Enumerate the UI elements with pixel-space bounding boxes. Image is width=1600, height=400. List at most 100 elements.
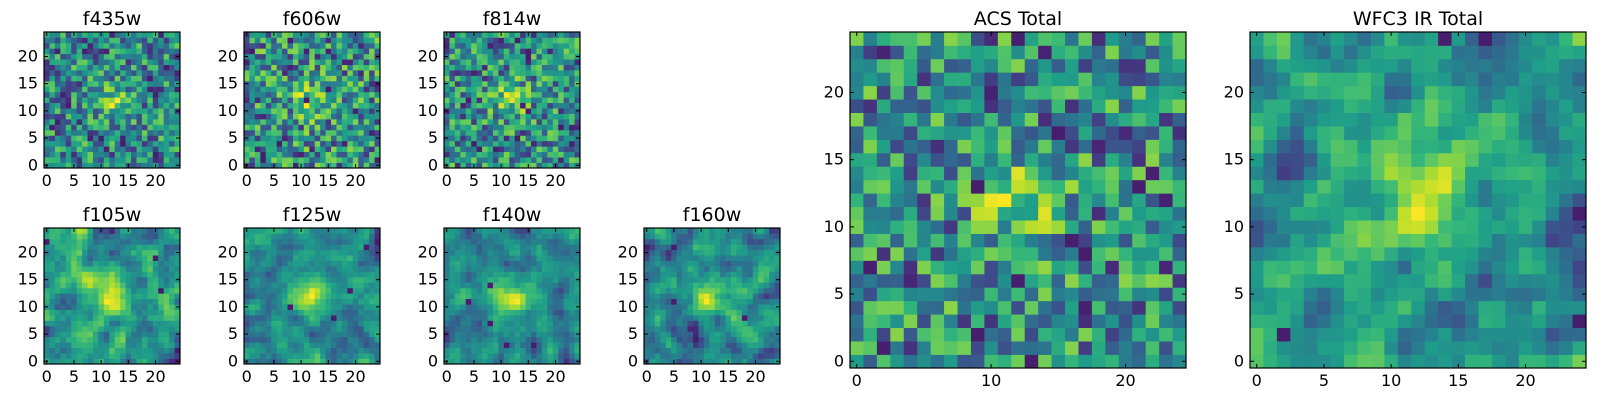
heatmap-cell [103, 97, 110, 104]
heatmap-cell [444, 59, 450, 65]
heatmap-cell [536, 97, 543, 104]
heatmap-cell [731, 325, 737, 332]
heatmap-cell [82, 347, 88, 354]
heatmap-cell [1159, 260, 1173, 275]
heatmap-cell [103, 59, 110, 65]
heatmap-cell [649, 342, 656, 349]
heatmap-cell [460, 102, 467, 109]
plot-frame [443, 31, 581, 169]
heatmap-cell [514, 320, 521, 327]
heatmap-cell [249, 59, 256, 65]
heatmap-cell [476, 276, 483, 283]
heatmap-cell [957, 247, 972, 261]
heatmap-cell [125, 255, 132, 261]
heatmap-cell [492, 325, 499, 332]
y-tick-label: 5 [428, 324, 438, 343]
heatmap-cell [109, 70, 116, 76]
heatmap-cell [890, 233, 905, 248]
heatmap-cell [174, 70, 181, 76]
heatmap-cell [471, 293, 477, 300]
heatmap-cell [71, 315, 77, 321]
heatmap-cell [498, 80, 505, 87]
heatmap-cell [92, 260, 99, 267]
heatmap-cell [282, 53, 288, 60]
heatmap-cell [163, 238, 170, 245]
heatmap-cell [503, 59, 510, 65]
heatmap-cell [287, 276, 294, 283]
heatmap-cell [531, 309, 537, 316]
heatmap-cell [109, 233, 116, 240]
heatmap-cell [957, 314, 972, 329]
heatmap-cell [271, 113, 277, 120]
heatmap-cell [314, 260, 321, 267]
heatmap-cell [703, 304, 710, 310]
heatmap-cell [282, 157, 288, 163]
heatmap-cell [487, 244, 494, 251]
heatmap-cell [654, 260, 661, 267]
heatmap-cell [725, 320, 732, 327]
heatmap-cell [98, 266, 105, 272]
heatmap-cell [271, 124, 277, 131]
heatmap-cell [120, 37, 126, 44]
heatmap-cell [244, 102, 250, 109]
heatmap-cell [482, 97, 488, 104]
heatmap-cell [769, 293, 775, 300]
heatmap-cell [552, 48, 559, 55]
heatmap-cell [725, 309, 732, 316]
heatmap-cell [509, 53, 516, 60]
heatmap-cell [492, 119, 499, 125]
heatmap-cell [369, 162, 375, 169]
heatmap-cell [514, 59, 521, 65]
heatmap-cell [158, 249, 165, 256]
heatmap-cell [509, 32, 516, 38]
heatmap-cell [325, 140, 332, 147]
heatmap-cell [1118, 354, 1133, 369]
heatmap-cell [276, 162, 283, 169]
heatmap-cell [774, 298, 781, 305]
heatmap-cell [303, 124, 310, 131]
heatmap-cell [698, 282, 705, 289]
heatmap-cell [547, 80, 554, 87]
heatmap-cell [1065, 300, 1079, 315]
heatmap-cell [1078, 287, 1093, 302]
heatmap-cell [747, 304, 754, 310]
heatmap-cell [114, 233, 121, 240]
heatmap-cell [147, 331, 154, 338]
heatmap-cell [503, 151, 510, 158]
heatmap-cell [109, 347, 116, 354]
heatmap-cell [265, 331, 272, 338]
heatmap-cell [671, 271, 677, 278]
heatmap-cell [136, 282, 143, 289]
heatmap-cell [476, 244, 483, 251]
heatmap-cell [76, 276, 83, 283]
heatmap-cell [352, 325, 359, 332]
heatmap-cell [163, 124, 170, 131]
heatmap-cell [82, 102, 88, 109]
heatmap-cell [687, 331, 694, 338]
heatmap-cell [541, 304, 548, 310]
heatmap-cell [109, 151, 116, 158]
heatmap-cell [141, 244, 148, 251]
heatmap-cell [87, 336, 94, 343]
heatmap-cell [654, 233, 661, 240]
heatmap-cell [276, 271, 283, 278]
heatmap-cell [98, 129, 105, 136]
heatmap-cell [363, 228, 370, 234]
heatmap-cell [676, 336, 683, 343]
heatmap-cell [563, 151, 570, 158]
heatmap-cell [850, 354, 864, 369]
heatmap-cell [460, 70, 467, 76]
heatmap-cell [520, 157, 526, 163]
heatmap-cell [265, 32, 272, 38]
heatmap-cell [552, 151, 559, 158]
heatmap-cell [471, 325, 477, 332]
heatmap-cell [536, 140, 543, 147]
heatmap-cell [287, 70, 294, 76]
heatmap-cell [536, 353, 543, 359]
heatmap-cell [163, 108, 170, 114]
heatmap-cell [525, 298, 532, 305]
heatmap-cell [520, 32, 526, 38]
heatmap-cell [71, 135, 77, 142]
heatmap-cell [563, 113, 570, 120]
heatmap-cell [471, 276, 477, 283]
